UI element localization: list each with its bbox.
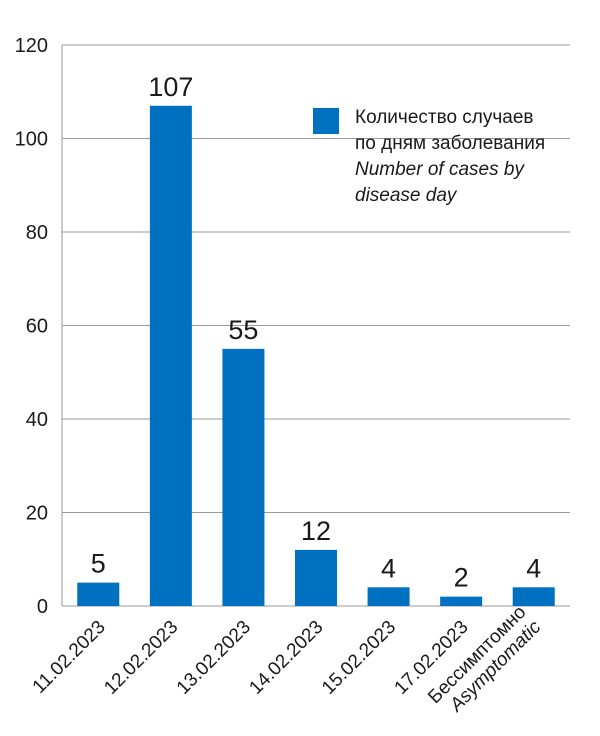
data-label: 2 [454,563,469,593]
data-label: 4 [526,553,541,583]
bar [295,549,337,606]
bar [77,582,120,606]
legend-line: по дням заболевания [355,133,545,154]
x-tick-label-line: 11.02.2023 [29,617,110,698]
y-axis-ticks: 0 20 40 60 80 100 120 [15,35,48,618]
y-tick-label: 100 [15,129,48,151]
y-tick-label: 0 [37,596,48,618]
x-tick-label-line: 12.02.2023 [100,617,182,699]
data-label: 12 [301,516,331,546]
legend: Количество случаев по дням заболевания Num… [313,107,545,206]
legend-label: Количество случаев по дням заболевания Num… [355,107,545,206]
data-label: 107 [148,72,193,102]
x-tick-label: 15.02.2023 [318,617,400,699]
bar [512,587,555,606]
y-tick-label: 80 [26,222,48,244]
data-labels: 5 107 55 12 4 2 4 [91,72,541,593]
x-tick-label-line: 15.02.2023 [318,617,400,699]
legend-line: disease day [355,185,458,206]
x-tick-label-line: 14.02.2023 [245,617,327,699]
bar [367,587,410,606]
x-tick-label: 11.02.2023 [29,617,110,698]
y-tick-label: 120 [15,35,48,57]
legend-line: Количество случаев [355,107,534,128]
bar [222,348,265,606]
bar [149,105,192,607]
data-label: 55 [228,315,258,345]
y-tick-label: 20 [26,503,48,525]
bar [440,596,483,606]
data-label: 5 [91,549,106,579]
y-tick-label: 40 [26,409,48,431]
x-tick-label: 13.02.2023 [173,617,255,699]
legend-line: Number of cases by [355,159,525,180]
x-tick-label: 14.02.2023 [245,617,327,699]
data-label: 4 [381,553,396,583]
x-axis-labels: 11.02.202312.02.202313.02.202314.02.2023… [29,602,546,717]
bars [77,105,555,607]
gridlines [61,44,570,607]
legend-swatch [313,108,339,134]
x-tick-label: 12.02.2023 [100,617,182,699]
y-tick-label: 60 [26,316,48,338]
x-tick-label-line: 13.02.2023 [173,617,255,699]
